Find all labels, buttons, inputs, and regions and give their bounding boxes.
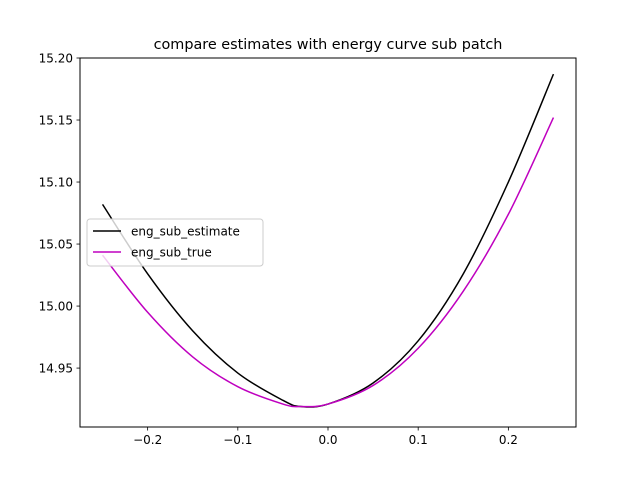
y-tick-label: 15.20 — [39, 51, 73, 65]
legend: eng_sub_estimate eng_sub_true — [86, 218, 264, 267]
series-layer — [101, 73, 555, 408]
y-tick-label: 15.05 — [39, 237, 73, 251]
legend-label-eng_sub_true: eng_sub_true — [131, 245, 212, 259]
legend-box — [86, 218, 264, 267]
y-axis: 14.95 15.00 15.05 15.10 15.15 15.20 — [39, 51, 80, 375]
x-tick-label: 0.2 — [499, 433, 518, 447]
x-tick-label: 0.0 — [318, 433, 337, 447]
x-tick-label: −0.2 — [133, 433, 162, 447]
chart-title: compare estimates with energy curve sub … — [154, 37, 503, 53]
series-line-eng_sub_true — [101, 117, 555, 408]
y-tick-label: 15.15 — [39, 113, 73, 127]
x-tick-label: 0.1 — [409, 433, 428, 447]
y-tick-label: 15.10 — [39, 175, 73, 189]
y-tick-label: 15.00 — [39, 299, 73, 313]
x-axis: −0.2 −0.1 0.0 0.1 0.2 — [133, 427, 518, 447]
legend-label-eng_sub_estimate: eng_sub_estimate — [131, 224, 240, 238]
x-tick-label: −0.1 — [223, 433, 252, 447]
y-tick-label: 14.95 — [39, 361, 73, 375]
